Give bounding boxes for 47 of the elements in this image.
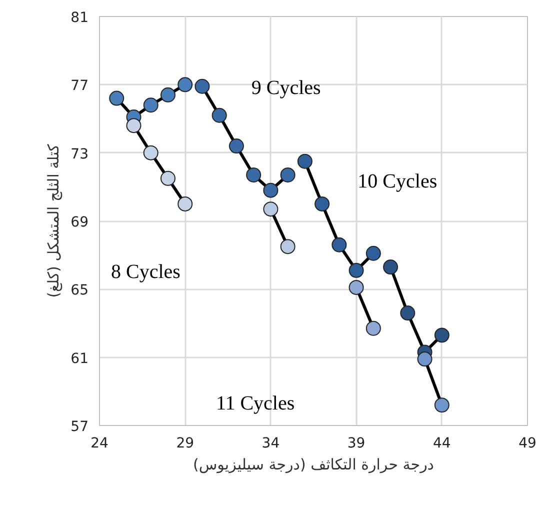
y-tick-label: 73 xyxy=(70,146,89,162)
point xyxy=(178,196,193,212)
annotation: 8 Cycles xyxy=(111,261,181,284)
y-tick-label: 57 xyxy=(70,419,89,435)
x-tick-label: 44 xyxy=(432,436,451,452)
y-tick-label: 77 xyxy=(70,78,89,94)
point xyxy=(366,246,381,261)
x-tick-label: 29 xyxy=(176,436,194,452)
point xyxy=(434,328,450,343)
point xyxy=(143,98,158,113)
point xyxy=(417,352,432,367)
point xyxy=(297,154,312,169)
point xyxy=(263,182,278,198)
x-tick-label: 49 xyxy=(518,436,536,452)
point xyxy=(160,87,176,102)
x-tick-label: 39 xyxy=(347,436,366,452)
point xyxy=(280,168,296,182)
y-tick-label: 69 xyxy=(70,214,89,230)
y-axis-title: كتلة الثلج المتشكل (كلغ) xyxy=(44,143,63,298)
point xyxy=(178,77,193,92)
point xyxy=(228,138,244,154)
y-tick-label: 65 xyxy=(70,282,89,299)
point xyxy=(332,237,347,252)
point xyxy=(383,260,398,274)
y-tick-label: 61 xyxy=(70,350,89,367)
point xyxy=(126,118,142,134)
point xyxy=(109,90,124,106)
point xyxy=(212,108,227,123)
point xyxy=(348,280,364,295)
annotation: 11 Cycles xyxy=(216,392,295,414)
point xyxy=(280,239,296,254)
x-tick-label: 24 xyxy=(90,436,108,452)
point xyxy=(263,202,278,217)
point xyxy=(314,196,330,212)
point xyxy=(143,145,158,160)
point xyxy=(194,78,210,94)
x-tick-label: 34 xyxy=(262,436,280,452)
y-tick-label: 81 xyxy=(70,10,89,26)
annotation: 9 Cycles xyxy=(251,77,322,100)
point xyxy=(366,320,381,336)
x-axis-title: درجة حرارة التكاثف (درجة سيليزيوس) xyxy=(193,456,434,474)
point xyxy=(400,306,416,321)
annotation: 10 Cycles xyxy=(358,170,438,193)
point xyxy=(348,262,364,278)
point xyxy=(160,170,176,186)
point xyxy=(246,168,262,182)
point xyxy=(434,398,450,413)
